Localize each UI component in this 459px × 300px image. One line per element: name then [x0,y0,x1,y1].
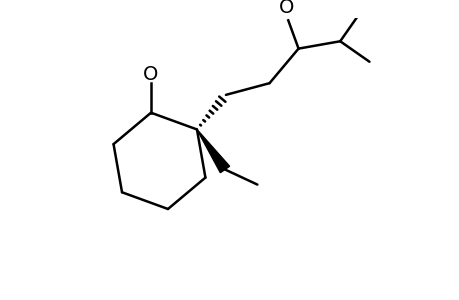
Text: O: O [143,65,158,84]
Polygon shape [196,129,229,173]
Text: O: O [279,0,294,17]
